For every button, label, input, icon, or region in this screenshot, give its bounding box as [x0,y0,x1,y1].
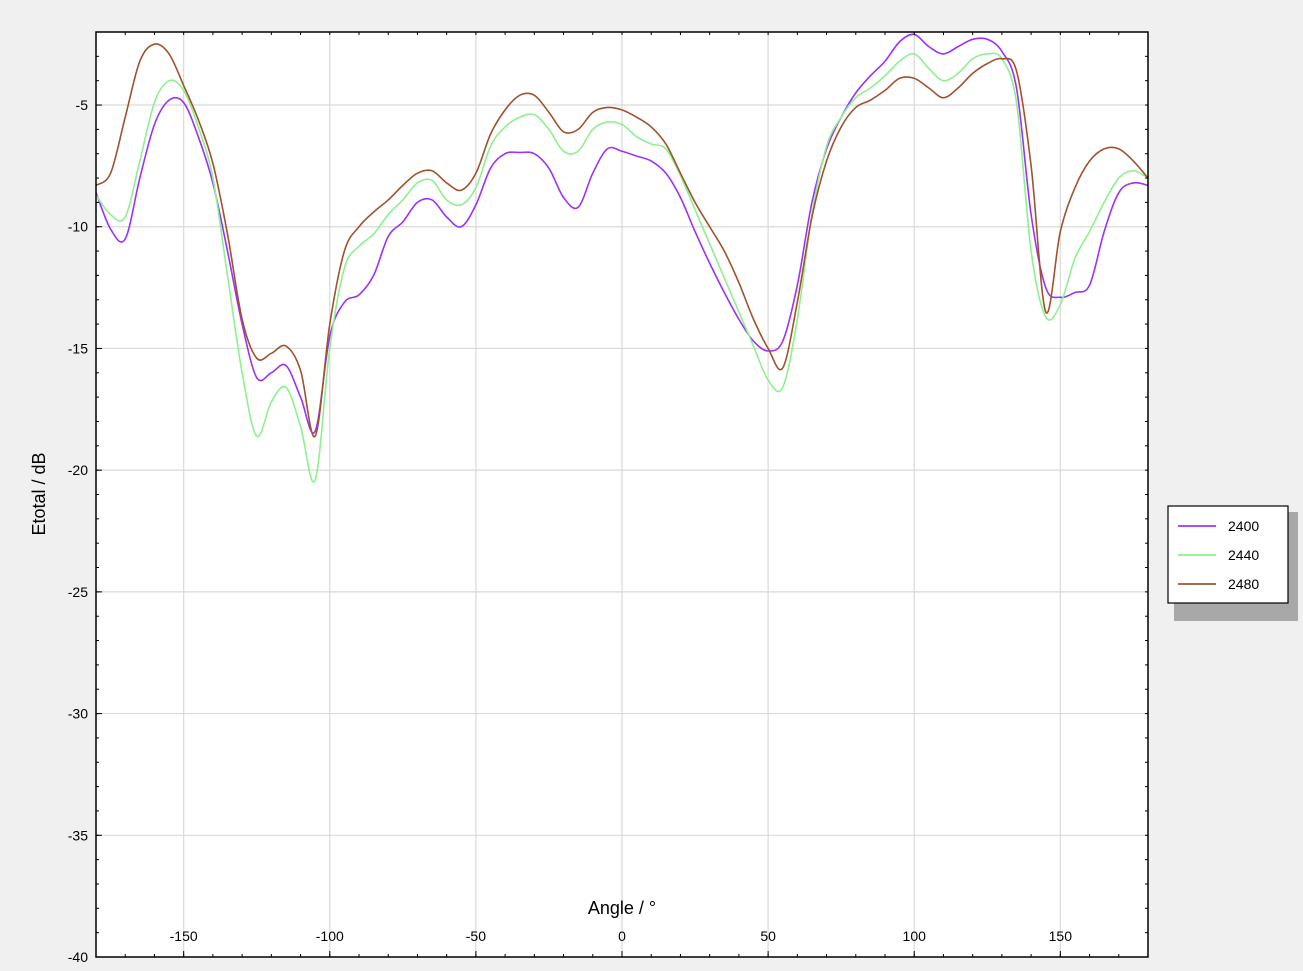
series-line-2440 [95,52,1149,483]
y-tick-label: -35 [68,827,88,843]
y-axis-title: Etotal / dB [29,452,49,535]
y-tick-label: -5 [76,97,89,113]
legend-label-2480: 2480 [1228,576,1259,592]
tick-labels: -150 -100 -50 0 50 100 150 -5 -10 -15 -20 -25 -30 -35… [68,97,1072,965]
y-tick-label: -10 [68,219,88,235]
x-tick-label: -100 [316,928,344,944]
x-axis-title: Angle / ° [588,898,656,918]
x-tick-label: 100 [903,928,927,944]
x-tick-label: -150 [170,928,198,944]
series-line-2480 [95,43,1149,438]
series-layer [95,33,1149,483]
series-line-2400 [95,33,1149,434]
ticks [95,31,1149,958]
legend: 2400 2440 2480 [1167,505,1298,621]
x-tick-label: 150 [1049,928,1073,944]
y-tick-label: -25 [68,584,88,600]
grid [96,32,1148,957]
y-tick-label: -30 [68,706,88,722]
legend-label-2440: 2440 [1228,547,1259,563]
legend-label-2400: 2400 [1228,518,1259,534]
y-tick-label: -40 [68,949,88,965]
x-tick-label: 50 [760,928,776,944]
y-tick-label: -20 [68,462,88,478]
x-tick-label: 0 [618,928,626,944]
y-tick-label: -15 [68,340,88,356]
x-tick-label: -50 [466,928,486,944]
